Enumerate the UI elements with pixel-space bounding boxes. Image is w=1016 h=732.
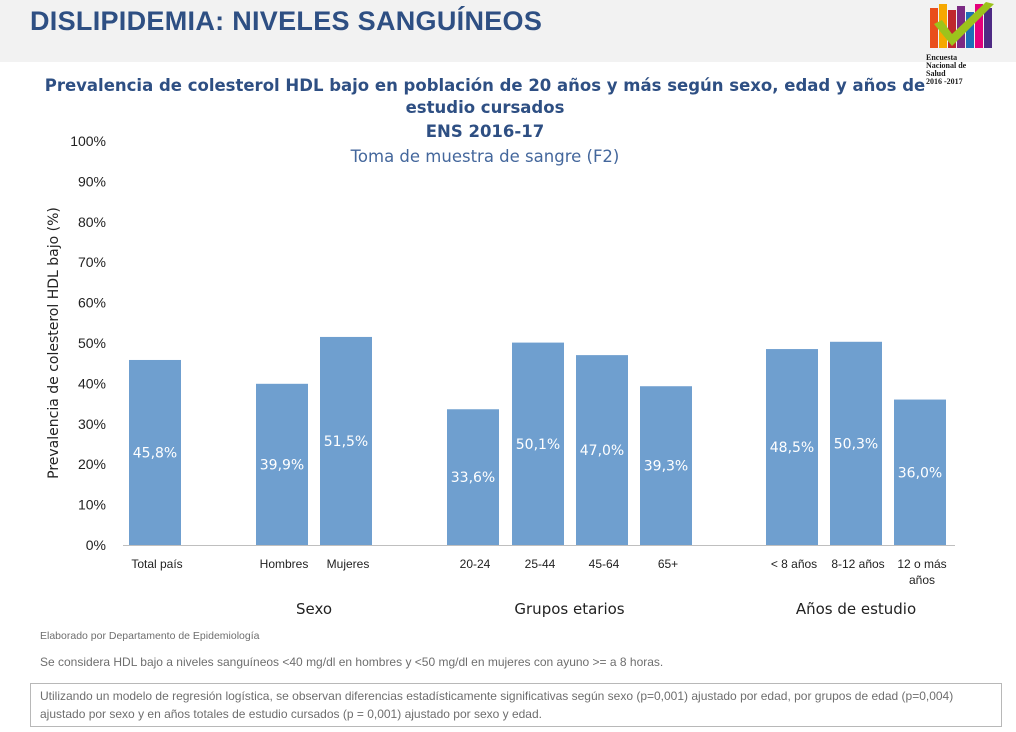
bar [447, 409, 499, 545]
group-label: Sexo [296, 600, 332, 618]
y-tick-label: 0% [86, 537, 106, 553]
chart-title: Prevalencia de colesterol HDL bajo en po… [44, 76, 926, 117]
data-label: 50,1% [516, 437, 560, 453]
checkmark-logo-icon [930, 2, 994, 48]
bar [830, 341, 882, 545]
y-tick-label: 40% [78, 375, 106, 391]
x-tick-label: 65+ [658, 557, 678, 571]
x-tick-label: < 8 años [771, 557, 817, 571]
x-tick-label: 20-24 [460, 557, 491, 571]
x-tick-label: 12 o más [897, 557, 946, 571]
bar [256, 383, 308, 545]
y-tick-label: 60% [78, 295, 106, 311]
ens-logo: Encuesta Nacional de Salud 2016 -2017 [926, 2, 1012, 98]
bar-chart: 0% 10% 20% 30% 40% 50% 60% 70% 80% 90% 100% Prevale… [46, 133, 955, 618]
page-title: DISLIPIDEMIA: NIVELES SANGUÍNEOS [30, 6, 543, 36]
x-tick-label: 45-64 [589, 557, 620, 571]
data-label: 39,3% [644, 459, 688, 475]
regression-note: Utilizando un modelo de regresión logíst… [30, 683, 1002, 727]
y-tick-label: 80% [78, 214, 106, 230]
data-label: 45,8% [133, 445, 177, 461]
data-label: 39,9% [260, 457, 304, 473]
x-tick-label: años [909, 573, 935, 587]
x-tick-label: Hombres [260, 557, 309, 571]
y-tick-label: 70% [78, 254, 106, 270]
y-tick-label: 20% [78, 456, 106, 472]
data-label: 33,6% [451, 470, 495, 486]
logo-text: Encuesta Nacional de Salud 2016 -2017 [926, 53, 967, 86]
data-label: 50,3% [834, 436, 878, 452]
bar [894, 399, 946, 545]
y-axis-label: Prevalencia de colesterol HDL bajo (%) [46, 207, 62, 479]
definition-note: Se considera HDL bajo a niveles sanguíne… [40, 655, 664, 669]
source-note: Elaborado por Departamento de Epidemiolo… [40, 630, 260, 642]
data-label: 51,5% [324, 434, 368, 450]
chart-subtitle-bold: ENS 2016-17 [425, 122, 545, 141]
y-tick-label: 10% [78, 497, 106, 513]
header-band [0, 0, 1016, 62]
bar [129, 359, 181, 545]
group-label: Grupos etarios [514, 600, 624, 618]
y-tick-label: 100% [70, 133, 106, 149]
chart-subtitle: Toma de muestra de sangre (F2) [350, 147, 620, 166]
x-tick-label: Total país [131, 557, 182, 571]
y-tick-label: 50% [78, 335, 106, 351]
bar [512, 342, 564, 545]
data-label: 48,5% [770, 440, 814, 456]
y-tick-label: 30% [78, 416, 106, 432]
bar [320, 336, 372, 545]
data-label: 36,0% [898, 465, 942, 481]
bar [766, 349, 818, 545]
data-label: 47,0% [580, 443, 624, 459]
bar [640, 386, 692, 545]
x-tick-label: Mujeres [327, 557, 370, 571]
x-tick-label: 8-12 años [831, 557, 884, 571]
bar [576, 355, 628, 545]
y-tick-label: 90% [78, 173, 106, 189]
x-tick-label: 25-44 [525, 557, 556, 571]
group-label: Años de estudio [796, 600, 916, 618]
